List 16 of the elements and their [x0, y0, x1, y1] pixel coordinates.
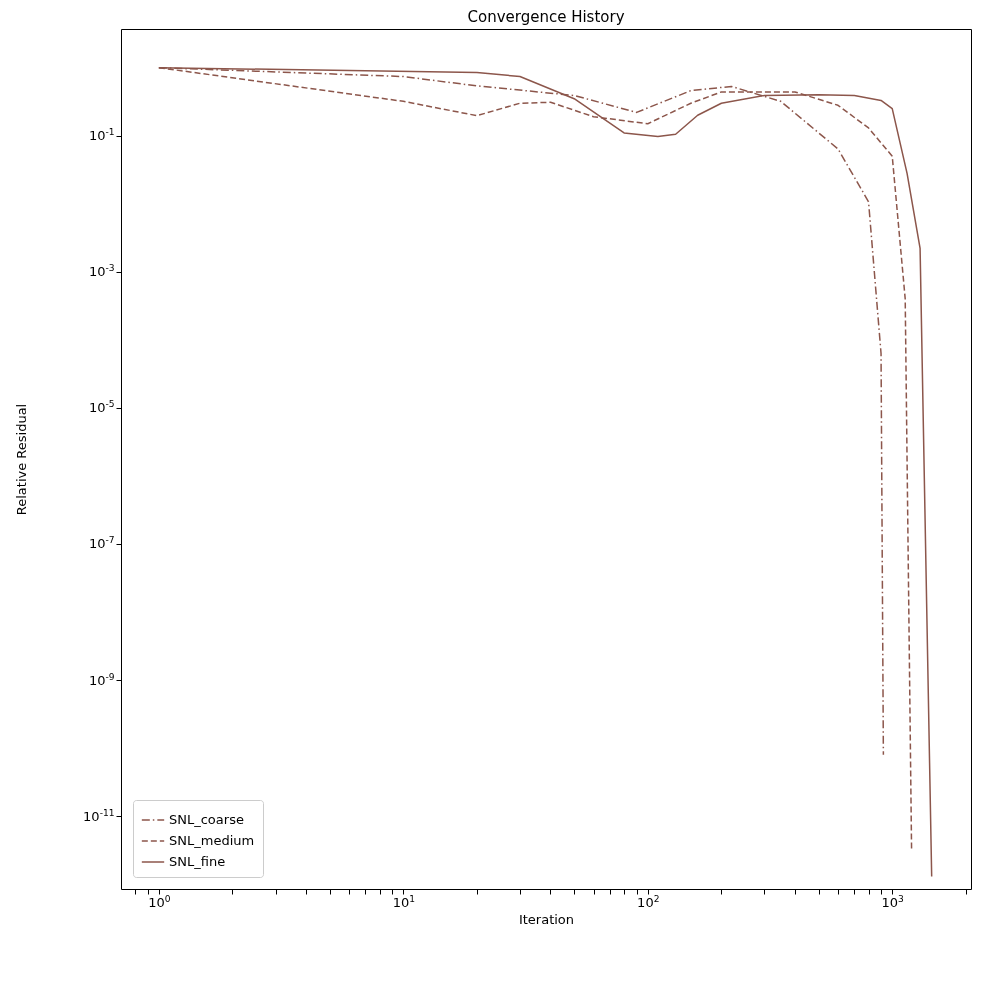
- x-tick-label: 10$^{2}$: [637, 893, 660, 910]
- legend-label: SNL_fine: [169, 854, 226, 869]
- x-axis-title: Iteration: [518, 911, 575, 927]
- y-tick-label: 10$^{-5}$: [88, 399, 115, 416]
- y-tick-label: 10$^{-11}$: [83, 807, 115, 824]
- x-tick-label: 10$^{1}$: [392, 893, 415, 910]
- y-tick-label: 10$^{-7}$: [88, 535, 115, 552]
- y-tick-label: 10$^{-3}$: [88, 263, 115, 280]
- y-tick-label: 10$^{-1}$: [88, 127, 115, 144]
- legend-label: SNL_coarse: [169, 812, 244, 827]
- y-tick-label: 10$^{-9}$: [88, 671, 115, 688]
- chart-title: Convergence History: [467, 8, 625, 26]
- legend-label: SNL_medium: [169, 833, 255, 848]
- x-tick-label: 10$^{3}$: [881, 893, 905, 910]
- x-tick-label: 10$^{0}$: [148, 893, 171, 910]
- y-axis-title: Relative Residual: [13, 403, 29, 516]
